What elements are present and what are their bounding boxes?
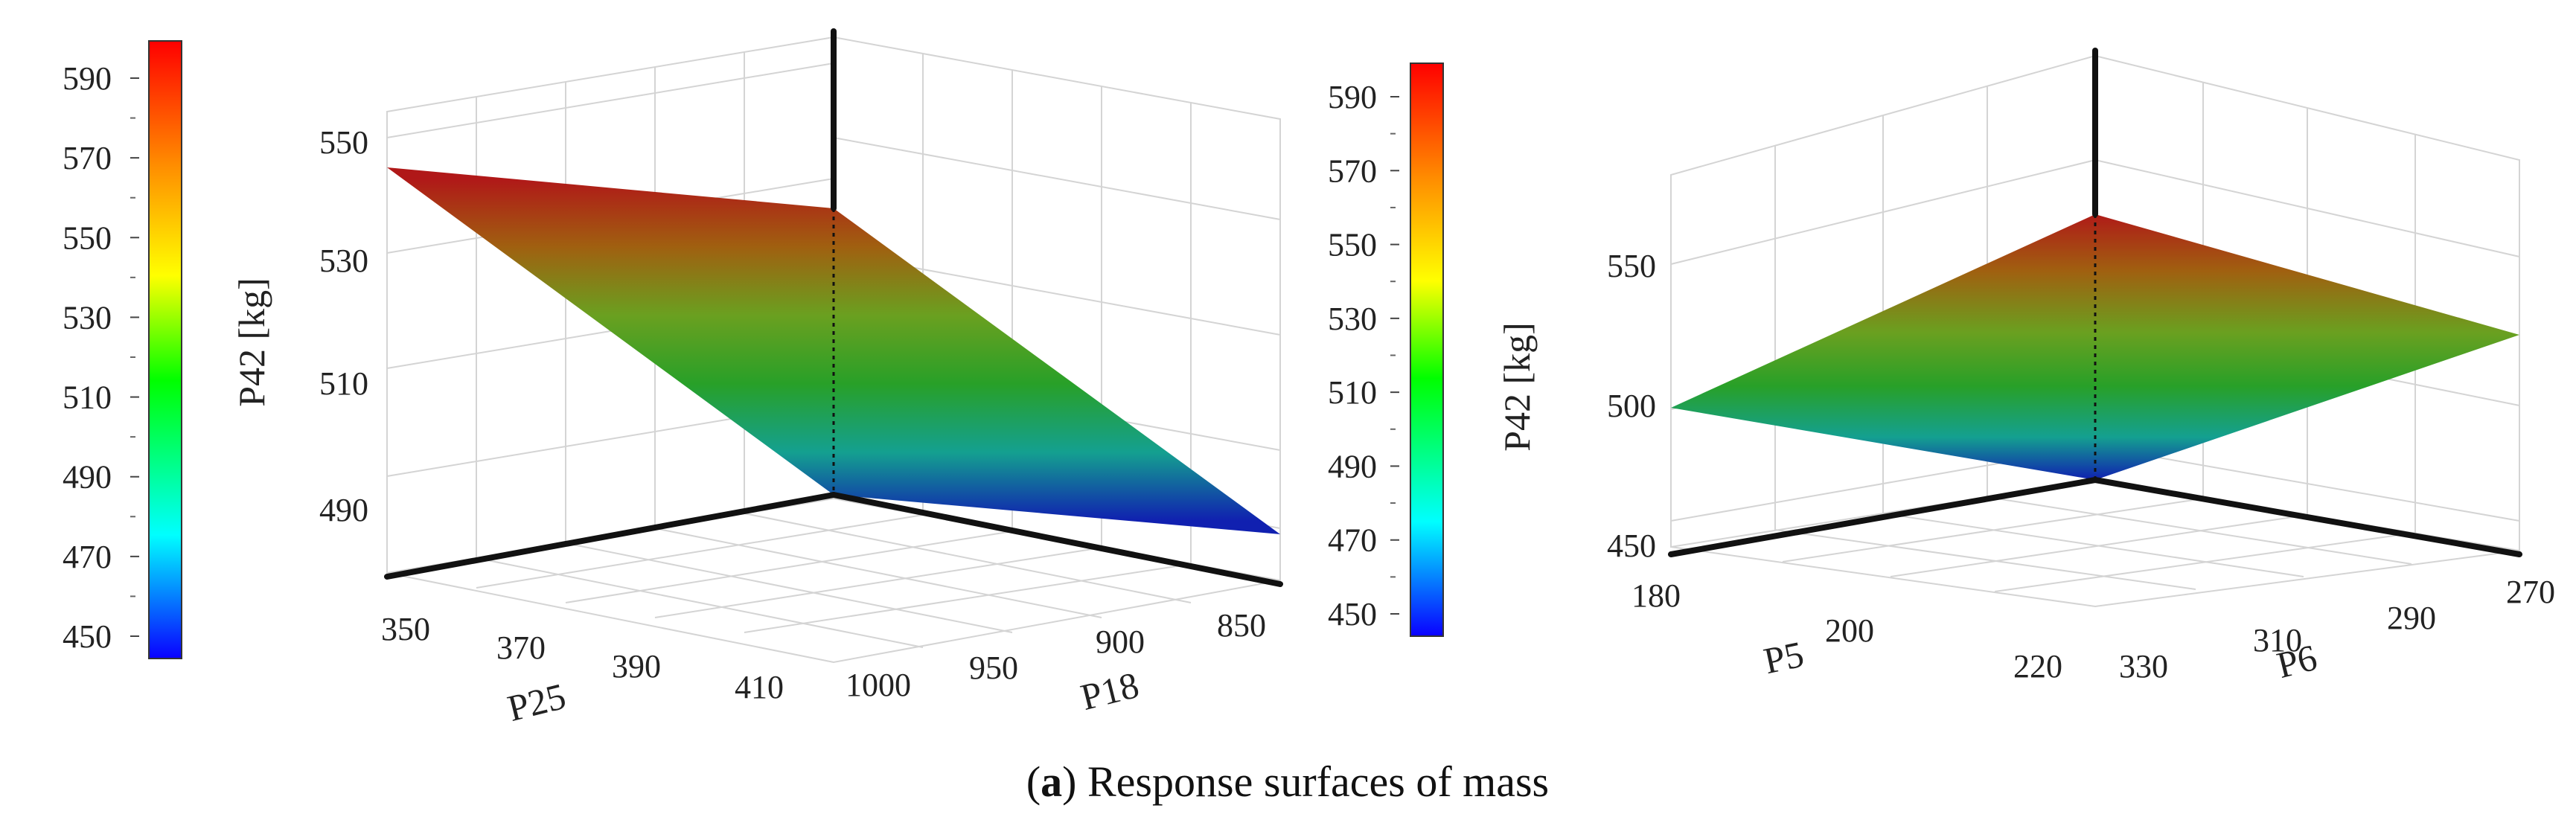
plot-2-x-tick: 220 <box>2013 648 2062 685</box>
figure-caption: (a) Response surfaces of mass <box>1026 757 1549 806</box>
colorbar-tick-label: 450 <box>1328 596 1377 632</box>
plot-1-x-tick: 390 <box>612 648 661 685</box>
colorbar-tick-label: 470 <box>1328 522 1377 559</box>
plot-1-x-tick: 410 <box>735 669 784 705</box>
caption-label: a <box>1041 757 1062 806</box>
plot-2-z-ticks: 550 500 450 <box>1607 248 1656 564</box>
plot-1-z-ticks: 550 530 510 490 <box>319 124 368 528</box>
plot-1-y-axis <box>831 492 1283 587</box>
plot-2-y-label: P6 <box>2272 636 2321 686</box>
plot-1-x-tick: 370 <box>496 629 546 666</box>
plot-2-y-ticks: 330 310 290 270 <box>2119 574 2555 685</box>
colorbar-tick-label: 570 <box>63 140 112 176</box>
plot-2-z-tick: 550 <box>1607 248 1656 284</box>
plot-1-y-tick: 900 <box>1096 624 1145 660</box>
colorbar-tick-label: 550 <box>63 220 112 256</box>
plot-1-z-tick: 510 <box>319 365 368 402</box>
plot-1-y-label: P18 <box>1076 664 1142 718</box>
colorbar-tick-label: 590 <box>63 60 112 97</box>
plot-1-x-tick: 350 <box>381 611 430 647</box>
plot-1-y-tick: 1000 <box>846 667 911 703</box>
colorbar-tick-label: 470 <box>63 539 112 575</box>
colorbar-left: 590 570 550 530 510 490 470 450 <box>63 40 182 659</box>
plot-1-y-ticks: 1000 950 900 850 <box>846 607 1266 703</box>
plot-1-z-tick: 490 <box>319 492 368 528</box>
plot-1-z-tick: 550 <box>319 124 368 161</box>
plot-2: 550 500 450 P42 [kg] 180 200 220 P5 330 … <box>1496 48 2555 686</box>
plot-2-x-tick: 180 <box>1631 577 1681 614</box>
plot-2-x-label: P5 <box>1760 632 1807 682</box>
colorbar-tick-label: 450 <box>63 618 112 655</box>
plot-2-y-tick: 310 <box>2253 622 2302 659</box>
colorbar-tick-label: 550 <box>1328 227 1377 263</box>
colorbar-right: 590 570 550 530 510 490 470 450 <box>1328 63 1444 637</box>
plot-2-floor <box>1670 496 2520 608</box>
plot-2-z-tick: 450 <box>1607 528 1656 564</box>
colorbar-tick-label: 490 <box>1328 448 1377 484</box>
colorbar-tick-label: 490 <box>63 459 112 496</box>
plot-1-y-tick: 950 <box>969 650 1018 686</box>
plot-2-y-tick: 330 <box>2119 648 2168 685</box>
colorbar-right-gradient <box>1410 63 1444 637</box>
plot-2-y-axis <box>2092 477 2522 557</box>
colorbar-tick-label: 510 <box>63 379 112 416</box>
plot-1-x-axis <box>384 492 837 580</box>
plot-1-z-label: P42 [kg] <box>231 278 272 407</box>
plot-1-floor <box>386 513 1281 664</box>
plot-2-z-label: P42 [kg] <box>1496 322 1538 452</box>
plot-1-z-tick: 530 <box>319 243 368 279</box>
colorbar-tick-label: 590 <box>1328 79 1377 115</box>
colorbar-tick-label: 530 <box>63 299 112 336</box>
plot-2-x-ticks: 180 200 220 <box>1631 577 2062 685</box>
plot-2-y-tick: 270 <box>2506 574 2555 610</box>
colorbar-tick-label: 570 <box>1328 153 1377 189</box>
plot-2-z-tick: 500 <box>1607 388 1656 424</box>
colorbar-tick-label: 510 <box>1328 374 1377 411</box>
plot-1-x-ticks: 350 370 390 410 <box>381 611 784 705</box>
plot-2-y-tick: 290 <box>2387 600 2436 636</box>
plot-1-x-label: P25 <box>503 675 569 729</box>
plot-2-x-tick: 200 <box>1825 612 1874 649</box>
plot-2-x-axis <box>1668 477 2098 557</box>
plot-1-y-tick: 850 <box>1217 607 1266 644</box>
colorbar-left-gradient <box>148 40 182 659</box>
colorbar-tick-label: 530 <box>1328 301 1377 337</box>
plot-1: 550 530 510 490 P42 [kg] 350 370 390 410… <box>231 28 1283 729</box>
caption-text: Response surfaces of mass <box>1077 757 1550 806</box>
